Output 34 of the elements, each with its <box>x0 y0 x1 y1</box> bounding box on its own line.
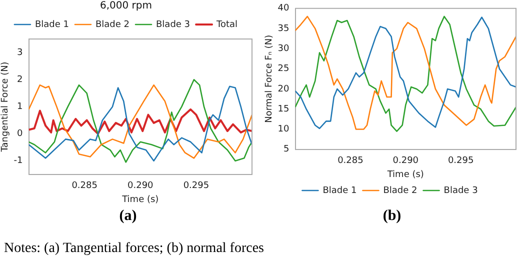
chart-title: 6,000 rpm <box>100 0 152 12</box>
y-tick-label: 3 <box>17 48 23 58</box>
y-tick-label: 15 <box>278 104 290 114</box>
text: (a) <box>118 207 138 226</box>
y-tick-label: 5 <box>284 144 290 155</box>
y-axis-title: Tangential Force (N) <box>0 62 11 153</box>
y-tick-label: 10 <box>278 124 290 135</box>
x-tick-label: 0.290 <box>392 156 419 166</box>
legend-label: Total <box>216 20 238 30</box>
y-tick-label: 30 <box>278 44 290 54</box>
y-tick-label: 40 <box>278 4 290 14</box>
y-tick-label: -1 <box>14 156 23 166</box>
legend-label: Blade 1 <box>322 186 357 196</box>
x-tick-label: 0.285 <box>72 181 98 192</box>
y-tick-label: 1 <box>17 102 23 112</box>
y-tick-label: 25 <box>278 64 290 74</box>
y-tick-label: 20 <box>278 84 290 94</box>
x-axis-title: Time (s) <box>121 194 159 205</box>
legend-label: Blade 1 <box>34 20 69 30</box>
y-tick-label: 35 <box>278 24 290 34</box>
y-axis-title: Normal Force Fₙ (N) <box>264 34 275 123</box>
x-tick-label: 0.290 <box>128 181 154 192</box>
x-tick-label: 0.285 <box>338 156 364 166</box>
legend-label: Blade 2 <box>95 20 130 30</box>
legend-label: Blade 2 <box>383 186 418 196</box>
y-tick-label: 0 <box>17 129 24 140</box>
legend-label: Blade 3 <box>444 186 478 196</box>
text: (b) <box>382 207 402 226</box>
legend-label: Blade 3 <box>156 20 190 30</box>
x-tick-label: 0.295 <box>448 156 474 166</box>
text: Notes: (a) Tangential forces; (b) normal forces <box>3 241 265 257</box>
x-axis-title: Time (s) <box>386 170 424 180</box>
x-tick-label: 0.295 <box>183 181 210 192</box>
y-tick-label: 2 <box>17 74 23 85</box>
